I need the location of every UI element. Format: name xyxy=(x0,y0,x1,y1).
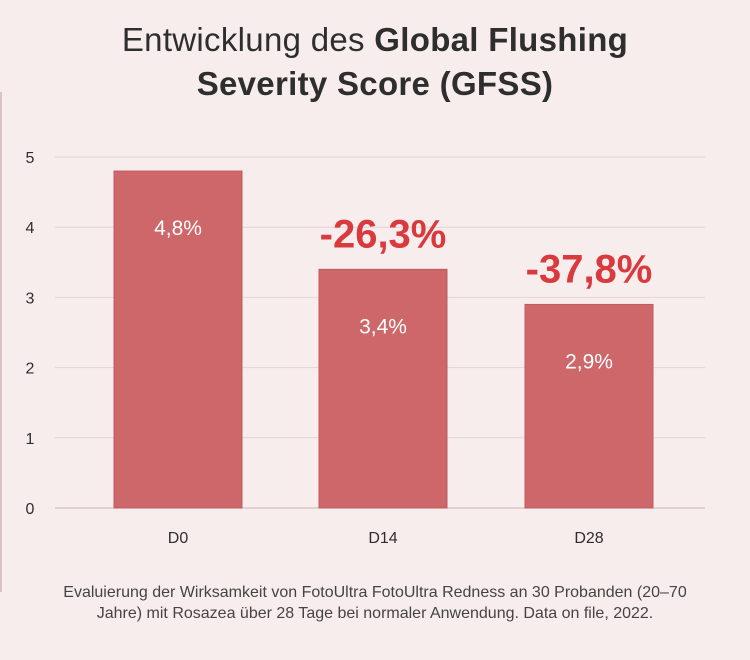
bar-value-label: 3,4% xyxy=(359,315,407,338)
y-tick-label: 1 xyxy=(26,431,35,448)
x-tick-label: D14 xyxy=(368,530,397,547)
title-bold-1: Global Flushing xyxy=(374,21,629,58)
x-tick-label: D0 xyxy=(168,530,189,547)
y-tick-label: 4 xyxy=(26,220,35,237)
x-axis: D0 D14 D28 xyxy=(168,530,604,547)
y-tick-label: 0 xyxy=(26,501,35,518)
y-tick-label: 5 xyxy=(26,150,35,167)
title-line-2: Severity Score (GFSS) xyxy=(196,65,554,102)
title-normal: Entwicklung des xyxy=(121,21,375,58)
y-tick-label: 2 xyxy=(26,361,35,378)
y-tick-label: 3 xyxy=(26,290,35,307)
bar-value-label: 2,9% xyxy=(565,350,613,373)
bars: 4,8% 3,4% -26,3% 2,9% -37,8% xyxy=(113,170,654,509)
chart-title: Entwicklung des Global Flushing Severity… xyxy=(0,18,750,106)
change-percent-label: -37,8% xyxy=(526,247,653,291)
bar xyxy=(318,268,448,509)
left-edge-line xyxy=(0,92,2,592)
bar xyxy=(524,303,654,509)
x-tick-label: D28 xyxy=(574,530,603,547)
change-percent-label: -26,3% xyxy=(320,212,447,256)
bar-value-label: 4,8% xyxy=(154,217,202,240)
footnote-caption: Evaluierung der Wirksamkeit von FotoUltr… xyxy=(63,584,687,622)
title-line-1: Entwicklung des Global Flushing xyxy=(0,18,750,62)
y-axis: 0 1 2 3 4 5 xyxy=(26,150,35,518)
bar xyxy=(113,170,243,509)
